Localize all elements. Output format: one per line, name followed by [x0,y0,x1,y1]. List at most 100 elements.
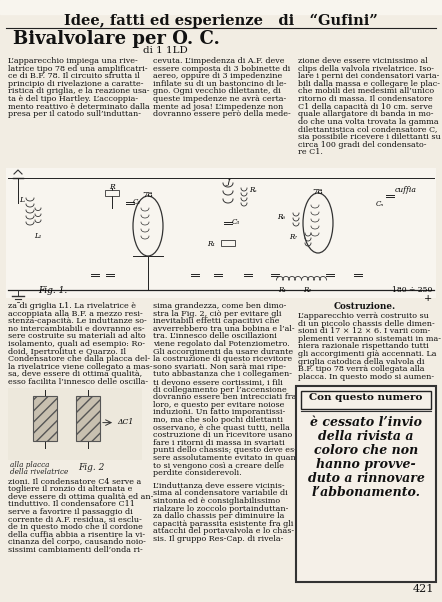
Text: R₇: R₇ [289,233,297,241]
Text: duto a rinnovare: duto a rinnovare [308,473,424,485]
Text: 78: 78 [312,188,324,196]
Text: no intercambiabili e dovranno es-: no intercambiabili e dovranno es- [8,325,145,333]
Text: quale allargatore di banda in mo-: quale allargatore di banda in mo- [298,110,434,118]
Text: sioni di 17 × 12 × 6. I varii com-: sioni di 17 × 12 × 6. I varii com- [298,327,430,335]
Bar [6,168,436,298]
Text: viene regolato dal Potenziometro.: viene regolato dal Potenziometro. [153,340,290,348]
Text: induzioni. Un fatto imporantissi-: induzioni. Un fatto imporantissi- [153,408,285,417]
Text: aereo, oppure di 3 impedenzine: aereo, oppure di 3 impedenzine [153,72,282,80]
Text: ritorno di massa. Il condensatore: ritorno di massa. Il condensatore [298,95,433,103]
Text: essere composta di 3 bobinette di: essere composta di 3 bobinette di [153,64,290,73]
Text: la costruzione di questo ricevitore: la costruzione di questo ricevitore [153,355,292,363]
Text: mo, ma che solo pochi dilettanti: mo, ma che solo pochi dilettanti [153,416,283,424]
Text: della cuffia abbia a risentire la vi-: della cuffia abbia a risentire la vi- [8,531,145,539]
Text: Con questo numero: Con questo numero [309,393,423,402]
Bar [8,388,142,459]
Text: l’abbonamento.: l’abbonamento. [312,486,420,500]
Text: alla placca: alla placca [10,461,50,468]
Text: dilettantistica col condensatore C,: dilettantistica col condensatore C, [298,125,438,134]
Text: sima grandezza, come ben dimo-: sima grandezza, come ben dimo- [153,302,286,310]
Text: tuto abbastanza che i collegamen-: tuto abbastanza che i collegamen- [153,370,292,379]
Text: sere costruite su materiali ad alto: sere costruite su materiali ad alto [8,332,145,340]
Text: doid, Ipertrolitut e Quarzo. Il: doid, Ipertrolitut e Quarzo. Il [8,347,126,356]
Text: principio di rivelazione a caratte-: principio di rivelazione a caratte- [8,80,144,88]
Text: osservano, è che quasi tutti, nella: osservano, è che quasi tutti, nella [153,424,290,432]
Text: sis. Il gruppo Res-Cap. di rivela-: sis. Il gruppo Res-Cap. di rivela- [153,535,283,543]
Text: cevuta. L’impedenza di A.F. deve: cevuta. L’impedenza di A.F. deve [153,57,285,65]
Text: clips della valvola rivelatrice. Iso-: clips della valvola rivelatrice. Iso- [298,64,434,73]
Text: sissimi cambiamenti dell’onda ri-: sissimi cambiamenti dell’onda ri- [8,546,143,554]
Text: ce di B.F. 78. Il circuito sfrutta il: ce di B.F. 78. Il circuito sfrutta il [8,72,140,80]
Text: R₂: R₂ [303,286,311,294]
Text: ta è del tipo Hartley. L’accoppia-: ta è del tipo Hartley. L’accoppia- [8,95,138,103]
Text: esso facilita l’innesco delle oscilla-: esso facilita l’innesco delle oscilla- [8,378,148,386]
Text: della rivista a: della rivista a [318,430,414,444]
Text: sa, deve essere di ottima qualità,: sa, deve essere di ottima qualità, [8,370,142,379]
Text: inevitabili effetti capacitivi che: inevitabili effetti capacitivi che [153,317,279,325]
Text: Condensatore che dalla placca del-: Condensatore che dalla placca del- [8,355,150,363]
Text: +: + [424,294,432,303]
Text: L₁: L₁ [34,232,42,240]
Bar [296,386,436,582]
Text: infilate su di un bastoncino di le-: infilate su di un bastoncino di le- [153,80,286,88]
Text: della rivelatrice: della rivelatrice [10,468,68,476]
Text: coloro che non: coloro che non [314,444,418,458]
Text: gno. Ogni vecchio dilettante, di: gno. Ogni vecchio dilettante, di [153,87,281,95]
Text: zioni. Il condensatore C4 serve a: zioni. Il condensatore C4 serve a [8,477,141,486]
Text: che mobili dei medesimi all’unico: che mobili dei medesimi all’unico [298,87,434,95]
Text: za di griglia L1. La rivelatrice è: za di griglia L1. La rivelatrice è [8,302,136,310]
Text: dovranno essere però della mede-: dovranno essere però della mede- [153,110,291,118]
Text: ti devono essere cortissimi, i fili: ti devono essere cortissimi, i fili [153,378,283,386]
Text: corrente di A.F. residua, si esclu-: corrente di A.F. residua, si esclu- [8,515,142,524]
Text: mente ad josa! L’impedenze non: mente ad josa! L’impedenze non [153,102,283,111]
Text: cinanza del corpo, causando noio-: cinanza del corpo, causando noio- [8,538,146,547]
Text: di 1 1LD: di 1 1LD [143,46,188,55]
Text: di collegamento per l’accensione: di collegamento per l’accensione [153,386,287,394]
Text: R₁: R₁ [207,240,215,248]
Text: serve a favorire il passaggio di: serve a favorire il passaggio di [8,508,133,516]
Text: Costruzione.: Costruzione. [334,302,396,311]
Text: plementi verranno sistemati in ma-: plementi verranno sistemati in ma- [298,335,441,343]
Bar [76,396,100,441]
Text: di un piccolo chassis delle dimen-: di un piccolo chassis delle dimen- [298,320,435,327]
Text: L’apparecchio impiega una rive-: L’apparecchio impiega una rive- [8,57,138,65]
Text: tinduttivo. Il condensatore C11: tinduttivo. Il condensatore C11 [8,500,135,509]
Text: sima al condensatore variabile di: sima al condensatore variabile di [153,489,288,497]
Text: fare i ritorni di massa in svariati: fare i ritorni di massa in svariati [153,439,285,447]
Text: mento reattivo è determinato dalla: mento reattivo è determinato dalla [8,102,150,111]
Text: C₃: C₃ [232,218,240,226]
Text: griglia catodica della valvola di: griglia catodica della valvola di [298,358,424,365]
Text: ΔC1: ΔC1 [117,418,133,426]
Bar [221,240,235,246]
Text: presa per il catodo sull’induttan-: presa per il catodo sull’induttan- [8,110,141,118]
Text: niera razionale rispettando tutti: niera razionale rispettando tutti [298,343,429,350]
Text: R₆: R₆ [277,213,285,221]
Text: bili dalla massa e collegare le plac-: bili dalla massa e collegare le plac- [298,80,440,88]
Text: stenza-capacità. Le induttanze so-: stenza-capacità. Le induttanze so- [8,317,147,325]
Text: 78: 78 [143,191,153,199]
Text: sintonia ed è consigliabilissimo: sintonia ed è consigliabilissimo [153,497,280,505]
Text: L’induttanza deve essere vicinis-: L’induttanza deve essere vicinis- [153,482,285,490]
Text: zione deve essere vicinissimo al: zione deve essere vicinissimo al [298,57,428,65]
Text: R₁: R₁ [278,286,286,294]
Text: isolamento, quali ad esempio: Ro-: isolamento, quali ad esempio: Ro- [8,340,145,348]
Text: circa 100 gradi del condensato-: circa 100 gradi del condensato- [298,141,427,149]
Text: to si vengono così a creare delle: to si vengono così a creare delle [153,462,284,470]
Text: R: R [109,183,115,191]
Text: cuffia: cuffia [395,186,417,194]
Text: perdite considerevoli.: perdite considerevoli. [153,469,242,477]
Text: lare i perni dei condensatori varia-: lare i perni dei condensatori varia- [298,72,439,80]
Text: za dallo chassis per diminuire la: za dallo chassis per diminuire la [153,512,284,520]
Text: avverrebbero tra una bobina e l’al-: avverrebbero tra una bobina e l’al- [153,325,295,333]
Text: re C1.: re C1. [298,148,323,156]
Text: Gli accorgimenti da usare durante: Gli accorgimenti da usare durante [153,347,293,356]
Text: Fig. 2: Fig. 2 [78,462,104,471]
Text: attacchi del portavalvola e lo chas-: attacchi del portavalvola e lo chas- [153,527,294,535]
Text: togliere il ronzio di alternata e: togliere il ronzio di alternata e [8,485,132,493]
Text: sono svariati. Non sarà mai ripe-: sono svariati. Non sarà mai ripe- [153,363,286,371]
Text: do che una volta trovata la gamma: do che una volta trovata la gamma [298,118,438,126]
Text: L: L [19,196,25,204]
Bar [301,391,431,409]
Text: Rₛ: Rₛ [249,186,257,194]
Text: J: J [226,178,230,186]
